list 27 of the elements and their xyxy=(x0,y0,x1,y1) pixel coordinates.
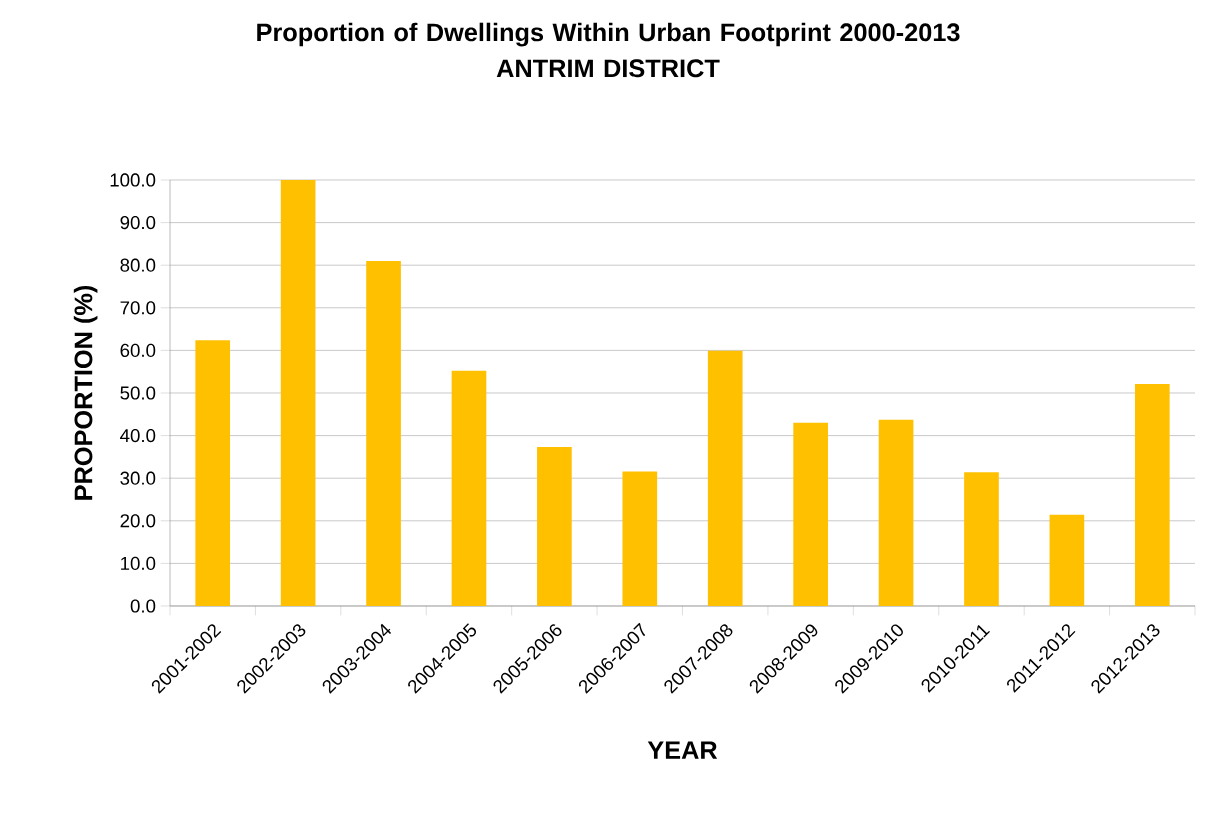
bar xyxy=(964,472,999,606)
x-axis-title: YEAR xyxy=(647,741,718,759)
bar xyxy=(366,260,401,606)
y-tick-label: 0.0 xyxy=(130,599,156,613)
bar xyxy=(195,340,231,606)
bar xyxy=(878,419,914,606)
y-tick-label: 80.0 xyxy=(120,258,156,272)
y-axis-title: PROPORTION (%) xyxy=(73,285,98,500)
chart-subtitle: ANTRIM DISTRICT xyxy=(496,59,720,78)
y-tick-label: 10.0 xyxy=(121,556,156,571)
chart-title: Proportion of Dwellings Within Urban Footprint 2000-2013 xyxy=(257,22,960,47)
y-tick-label: 100.0 xyxy=(110,173,156,187)
bar xyxy=(280,180,316,606)
y-tick-label: 50.0 xyxy=(120,386,156,400)
y-tick-label: 40.0 xyxy=(120,428,156,443)
bar xyxy=(622,471,658,606)
bar xyxy=(1134,384,1170,606)
y-tick-label: 70.0 xyxy=(120,301,156,315)
bar xyxy=(537,447,572,606)
bar xyxy=(793,422,828,606)
bar xyxy=(451,370,487,606)
bar xyxy=(1049,514,1085,606)
y-tick-label: 60.0 xyxy=(120,343,156,358)
y-tick-label: 30.0 xyxy=(120,471,156,485)
y-tick-label: 20.0 xyxy=(120,514,156,528)
bar xyxy=(707,350,743,606)
y-tick-label: 90.0 xyxy=(120,215,156,230)
